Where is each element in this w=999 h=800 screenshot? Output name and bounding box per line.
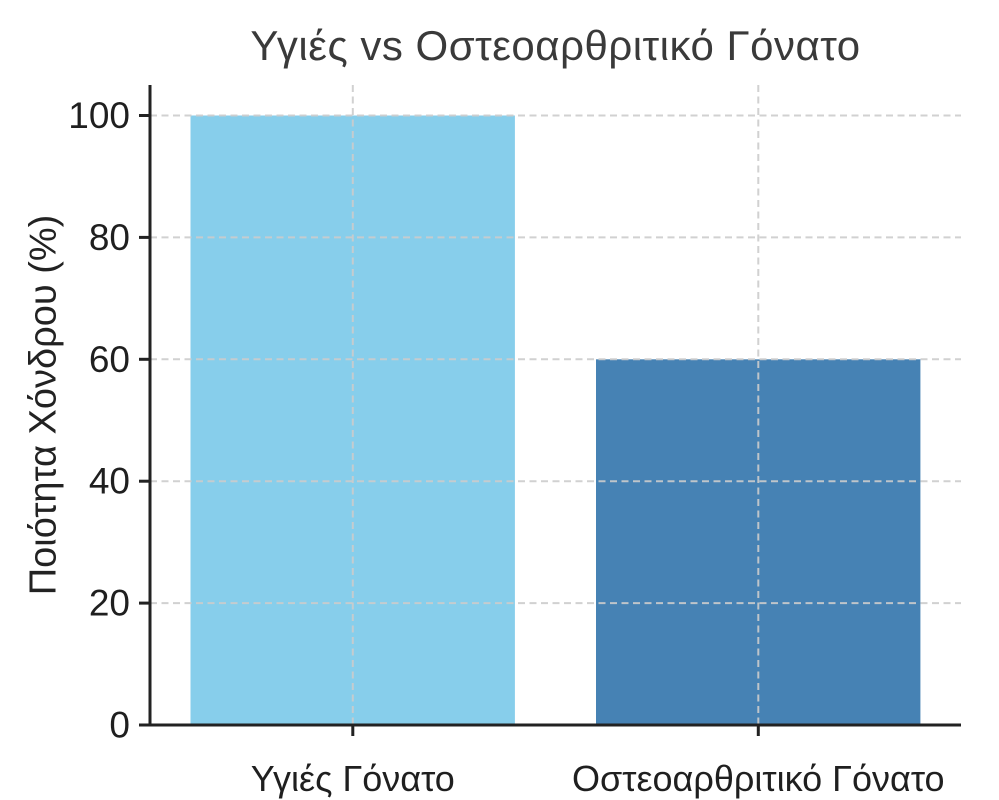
x-tick-label-0: Υγιές Γόνατο	[251, 758, 455, 799]
y-tick-label-40: 40	[89, 461, 130, 502]
x-tick-label-1: Οστεοαρθριτικό Γόνατο	[572, 758, 945, 799]
y-tick-label-100: 100	[68, 95, 130, 136]
bar-1	[596, 359, 921, 725]
y-tick-label-0: 0	[109, 705, 130, 746]
y-tick-label-60: 60	[89, 339, 130, 380]
y-tick-label-80: 80	[89, 217, 130, 258]
y-tick-label-20: 20	[89, 583, 130, 624]
chart-title: Υγιές vs Οστεοαρθριτικό Γόνατο	[250, 22, 861, 69]
